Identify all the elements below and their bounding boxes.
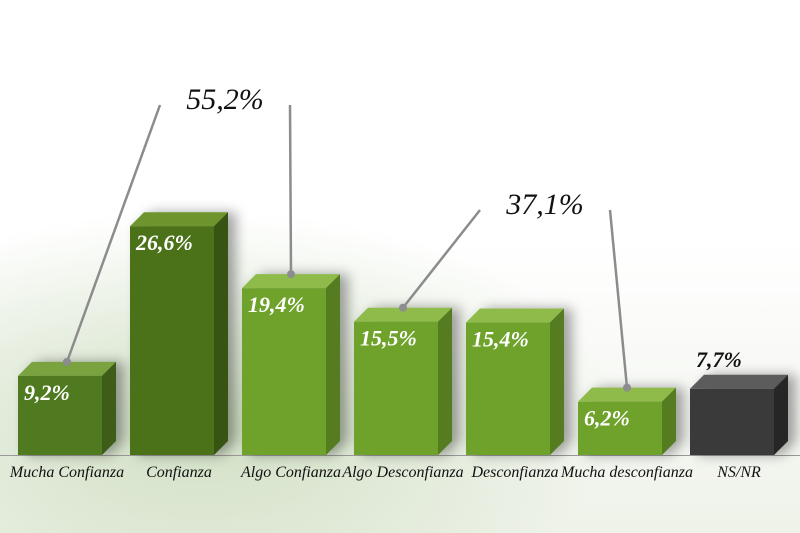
bar-value-label: 9,2% (24, 380, 70, 405)
bar-value-label: 26,6% (135, 230, 193, 255)
group-dot (623, 384, 631, 392)
category-label: Confianza (146, 464, 212, 481)
bar-value-label: 15,4% (472, 327, 529, 352)
group-dot (287, 270, 295, 278)
bar (690, 375, 788, 455)
group-dot (399, 304, 407, 312)
group-total-label: 55,2% (186, 83, 264, 116)
category-label: Algo Desconfianza (341, 464, 463, 481)
category-label: NS/NR (716, 464, 761, 481)
bar-value-label: 19,4% (248, 292, 305, 317)
bar-value-label: 7,7% (696, 347, 742, 372)
chart-container: { "chart": { "type": "bar", "width": 800… (0, 0, 800, 533)
group-dot (63, 358, 71, 366)
chart-svg: 9,2% Mucha Confianza 26,6% Confianza 19,4% Al… (0, 0, 800, 533)
group-line (403, 210, 480, 308)
group-total-label: 37,1% (505, 188, 584, 221)
group-line (290, 105, 291, 274)
bar-value-label: 15,5% (360, 326, 417, 351)
category-label: Mucha Confianza (9, 464, 124, 481)
group-line (610, 210, 627, 388)
category-label: Mucha desconfianza (560, 464, 693, 481)
category-label: Algo Confianza (240, 464, 341, 481)
bar-value-label: 6,2% (584, 406, 630, 431)
bar (18, 362, 116, 455)
category-label: Desconfianza (470, 464, 558, 481)
